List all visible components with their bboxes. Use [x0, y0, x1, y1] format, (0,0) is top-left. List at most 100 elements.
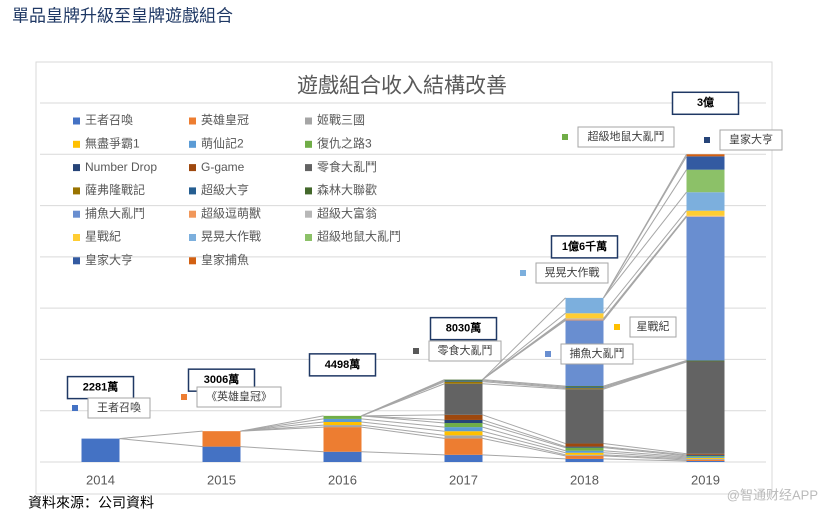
- bar-segment: [202, 431, 241, 447]
- source-note: 資料來源：公司資料: [28, 495, 154, 511]
- connector: [482, 419, 566, 448]
- connector: [482, 383, 566, 390]
- total-box: [308, 353, 377, 377]
- bar-segment: [686, 459, 725, 461]
- connector: [482, 426, 566, 452]
- chart-title: 遊戲組合收入結構改善: [297, 75, 507, 98]
- connector: [482, 437, 566, 457]
- total-label: 3006萬: [204, 372, 239, 386]
- connector: [603, 191, 687, 299]
- connector: [482, 430, 566, 454]
- bar-segment: [686, 169, 725, 193]
- bar-segment: [686, 453, 725, 455]
- bar-segment: [565, 387, 604, 389]
- connector: [603, 169, 687, 299]
- callout-label: 皇家大亨: [729, 132, 773, 146]
- legend-label: 森林大聯歡: [317, 182, 377, 197]
- legend-label: 超級逗萌獸: [201, 205, 261, 220]
- bar-segment: [686, 216, 725, 217]
- callout-box: [196, 386, 282, 408]
- bar-segment: [686, 154, 725, 157]
- bar-segment: [444, 414, 483, 420]
- connector: [482, 454, 566, 460]
- bar-segment: [686, 215, 725, 217]
- legend-label: Number Drop: [85, 160, 157, 174]
- bar-segment: [686, 156, 725, 170]
- connector: [361, 418, 445, 428]
- bar-segment: [565, 319, 604, 321]
- total-box: [550, 235, 619, 259]
- connector: [361, 451, 445, 456]
- bar-segment: [323, 415, 362, 419]
- bar-segment: [444, 383, 483, 415]
- connector: [603, 215, 687, 319]
- bar-segment: [686, 458, 725, 460]
- callout-label: 捕魚大亂鬥: [570, 346, 625, 360]
- x-tick-label: 2018: [570, 472, 599, 487]
- bar-segment: [686, 460, 725, 462]
- bar-segment: [444, 435, 483, 439]
- legend-label: 英雄皇冠: [201, 112, 249, 127]
- bar-segment: [565, 446, 604, 448]
- legend-swatch: [189, 117, 196, 125]
- connector: [361, 421, 445, 432]
- bar-segment: [444, 423, 483, 428]
- bar-segment: [565, 447, 604, 451]
- connector: [240, 418, 324, 432]
- bar-segment: [686, 457, 725, 459]
- bar-segment: [444, 431, 483, 436]
- legend-label: 超級大富翁: [317, 205, 377, 220]
- callout-box: [560, 343, 634, 365]
- connector: [119, 438, 203, 448]
- bar-segment: [444, 438, 483, 455]
- callout-box: [577, 126, 675, 148]
- bar-segment: [565, 458, 604, 462]
- bar-segment: [686, 456, 725, 458]
- legend-label: 王者召喚: [85, 113, 133, 127]
- callout-box: [719, 129, 783, 151]
- legend-swatch: [305, 140, 312, 148]
- bar-segment: [444, 379, 483, 381]
- legend-label: 晃晃大作戰: [201, 230, 261, 244]
- legend-label: 超級地鼠大亂鬥: [317, 229, 401, 244]
- connector: [482, 434, 566, 456]
- legend-swatch: [73, 187, 80, 195]
- connector: [603, 446, 687, 456]
- total-label: 3億: [697, 95, 714, 109]
- legend-label: 薩弗隆戰記: [85, 182, 145, 197]
- bar-segment: [686, 216, 725, 361]
- total-label: 1億6千萬: [562, 239, 607, 253]
- callout-marker: [562, 134, 568, 140]
- callout-label: 超級地鼠大亂鬥: [588, 129, 665, 143]
- bar-segment: [686, 360, 725, 361]
- bar-segment: [686, 455, 725, 457]
- total-box: [671, 91, 740, 116]
- callout-marker: [614, 324, 620, 330]
- connector: [240, 446, 324, 453]
- bar-segment: [444, 381, 483, 384]
- callout-label: 王者召喚: [97, 401, 141, 414]
- page-title: 單品皇牌升級至皇牌遊戲組合: [12, 6, 233, 25]
- connector: [603, 450, 687, 458]
- bar-segment: [686, 192, 725, 211]
- total-label: 4498萬: [325, 357, 360, 371]
- bar-segment: [565, 443, 604, 447]
- connector: [361, 424, 445, 436]
- callout-label: 星戰紀: [637, 320, 670, 333]
- legend-swatch: [73, 210, 80, 218]
- connector: [603, 455, 687, 461]
- bar-segment: [565, 454, 604, 456]
- legend-label: 零食大亂鬥: [317, 159, 377, 174]
- connector: [603, 458, 687, 462]
- bar-segment: [323, 451, 362, 462]
- connector: [603, 447, 687, 457]
- callout-marker: [413, 348, 419, 354]
- bar-segment: [323, 425, 362, 428]
- connector: [361, 415, 445, 421]
- x-tick-label: 2016: [328, 472, 357, 487]
- connector: [603, 210, 687, 314]
- connector: [482, 381, 566, 389]
- connector: [240, 421, 324, 432]
- legend-label: 復仇之路3: [317, 135, 372, 150]
